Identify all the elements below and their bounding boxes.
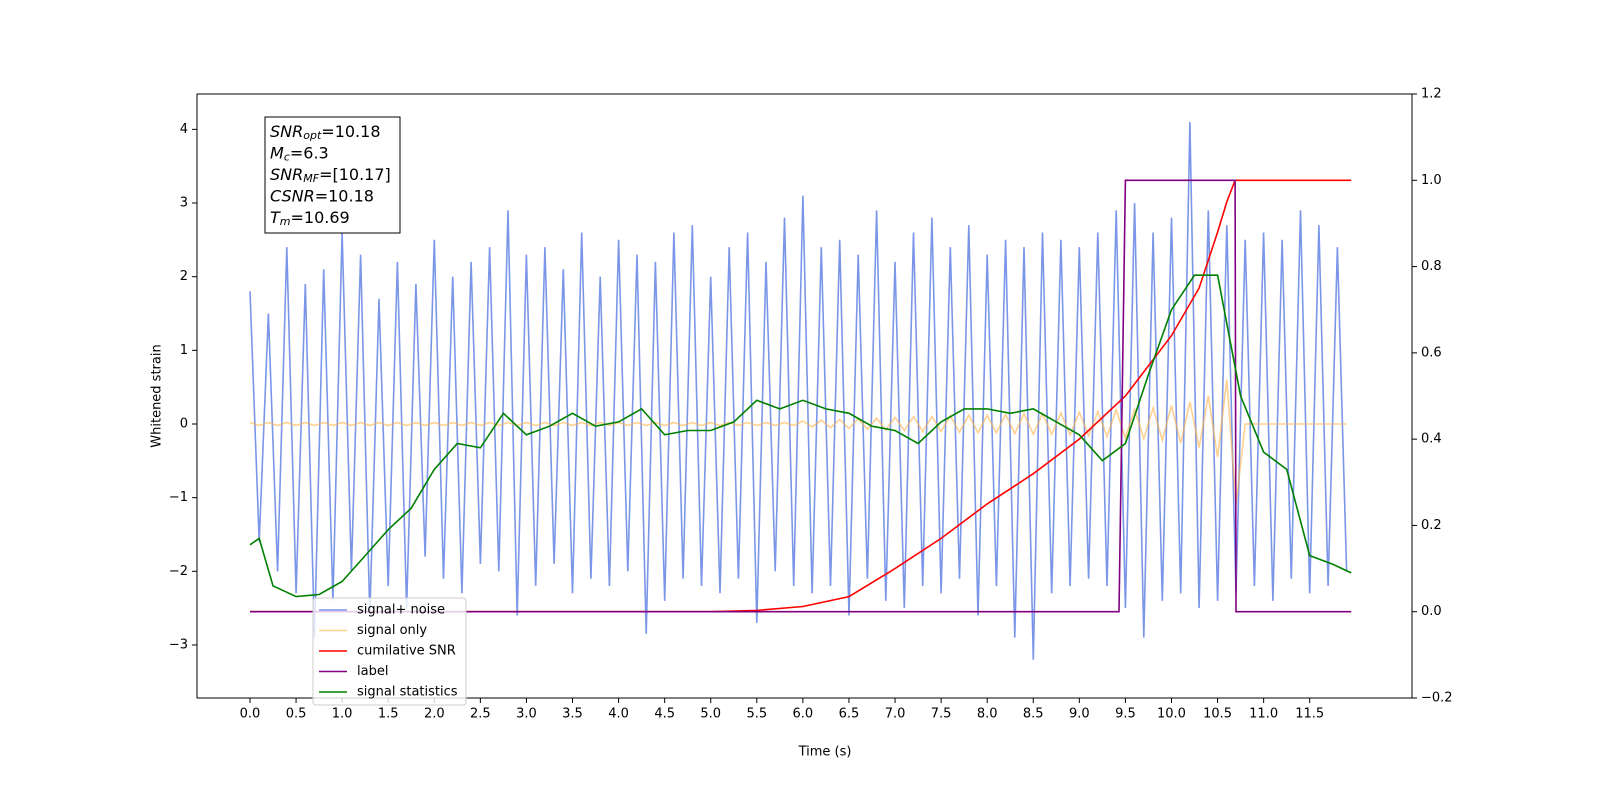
x-tick-label: 10.0 [1157, 707, 1186, 722]
y2-tick-label: 1.2 [1421, 87, 1442, 102]
y-tick-label: −3 [169, 637, 188, 652]
annotation-symbol: M [270, 143, 284, 162]
legend-label: signal only [357, 623, 427, 638]
annotation-subscript: MF [303, 172, 319, 185]
x-tick-label: 1.5 [378, 707, 399, 722]
series-line [249, 121, 1348, 660]
annotation-text: =10.69 [291, 208, 350, 227]
legend-label: cumilative SNR [357, 644, 456, 659]
annotation: SNRMF=[10.17] [270, 165, 391, 186]
x-tick-label: 2.5 [470, 707, 491, 722]
y2-tick-label: 0.4 [1421, 432, 1442, 447]
x-tick-label: 6.0 [793, 707, 814, 722]
annotation-text: =6.3 [290, 143, 329, 162]
x-tick-label: 8.5 [1023, 707, 1044, 722]
annotation-symbol: SNR [270, 122, 303, 141]
x-tick-label: 10.5 [1203, 707, 1232, 722]
annotation-text: =10.18 [315, 186, 374, 205]
annotation-symbol: T [270, 208, 281, 227]
annotation: SNRopt=10.18 [270, 122, 381, 143]
series-line [249, 274, 1352, 598]
x-tick-label: 11.5 [1295, 707, 1324, 722]
series-line [249, 379, 1347, 506]
annotation-subscript: m [280, 215, 291, 228]
series-line [250, 179, 1352, 613]
y2-tick-label: −0.2 [1421, 691, 1453, 706]
y2-tick-label: 1.0 [1421, 173, 1442, 188]
x-tick-label: 5.5 [746, 707, 767, 722]
x-tick-label: 5.0 [700, 707, 721, 722]
x-tick-label: 8.0 [977, 707, 998, 722]
annotation-subscript: opt [303, 129, 322, 142]
annotation-text: =[10.17] [319, 165, 391, 184]
y-tick-label: 3 [180, 196, 188, 211]
y-tick-label: −2 [169, 564, 188, 579]
y2-tick-label: 0.8 [1421, 259, 1442, 274]
x-tick-label: 4.5 [654, 707, 675, 722]
x-tick-label: 7.5 [931, 707, 952, 722]
x-tick-label: 4.0 [608, 707, 629, 722]
annotation: Mc=6.3 [270, 143, 329, 164]
legend-label: label [357, 664, 388, 679]
x-tick-label: 2.0 [424, 707, 445, 722]
series-line [250, 179, 1352, 613]
legend-label: signal+ noise [357, 603, 445, 618]
annotation: CSNR=10.18 [270, 186, 374, 205]
annotation-symbol: SNR [270, 165, 303, 184]
x-tick-label: 0.0 [240, 707, 261, 722]
legend-label: signal statistics [357, 685, 458, 700]
annotation-text: =10.18 [321, 122, 380, 141]
x-tick-label: 6.5 [839, 707, 860, 722]
x-tick-label: 11.0 [1249, 707, 1278, 722]
y-axis-label: Whitened strain [150, 344, 165, 447]
x-tick-label: 9.5 [1115, 707, 1136, 722]
annotation-subscript: c [284, 151, 290, 164]
y-tick-label: 2 [180, 269, 188, 284]
x-tick-label: 3.5 [562, 707, 583, 722]
y-tick-label: −1 [169, 490, 188, 505]
legend-box [312, 597, 467, 706]
y-tick-label: 0 [180, 416, 188, 431]
y-tick-label: 4 [180, 122, 188, 137]
annotation-symbol: CSNR [270, 186, 315, 205]
y2-tick-label: 0.0 [1421, 604, 1442, 619]
annotation: Tm=10.69 [270, 208, 350, 229]
x-tick-label: 1.0 [332, 707, 353, 722]
x-tick-label: 0.5 [286, 707, 307, 722]
y-tick-label: 1 [180, 343, 188, 358]
x-tick-label: 7.0 [885, 707, 906, 722]
x-tick-label: 9.0 [1069, 707, 1090, 722]
plot-frame [196, 93, 1413, 699]
y2-tick-label: 0.6 [1421, 345, 1442, 360]
x-tick-label: 3.0 [516, 707, 537, 722]
annotation-box [264, 116, 401, 234]
y2-tick-label: 0.2 [1421, 518, 1442, 533]
x-axis-label: Time (s) [798, 745, 852, 760]
